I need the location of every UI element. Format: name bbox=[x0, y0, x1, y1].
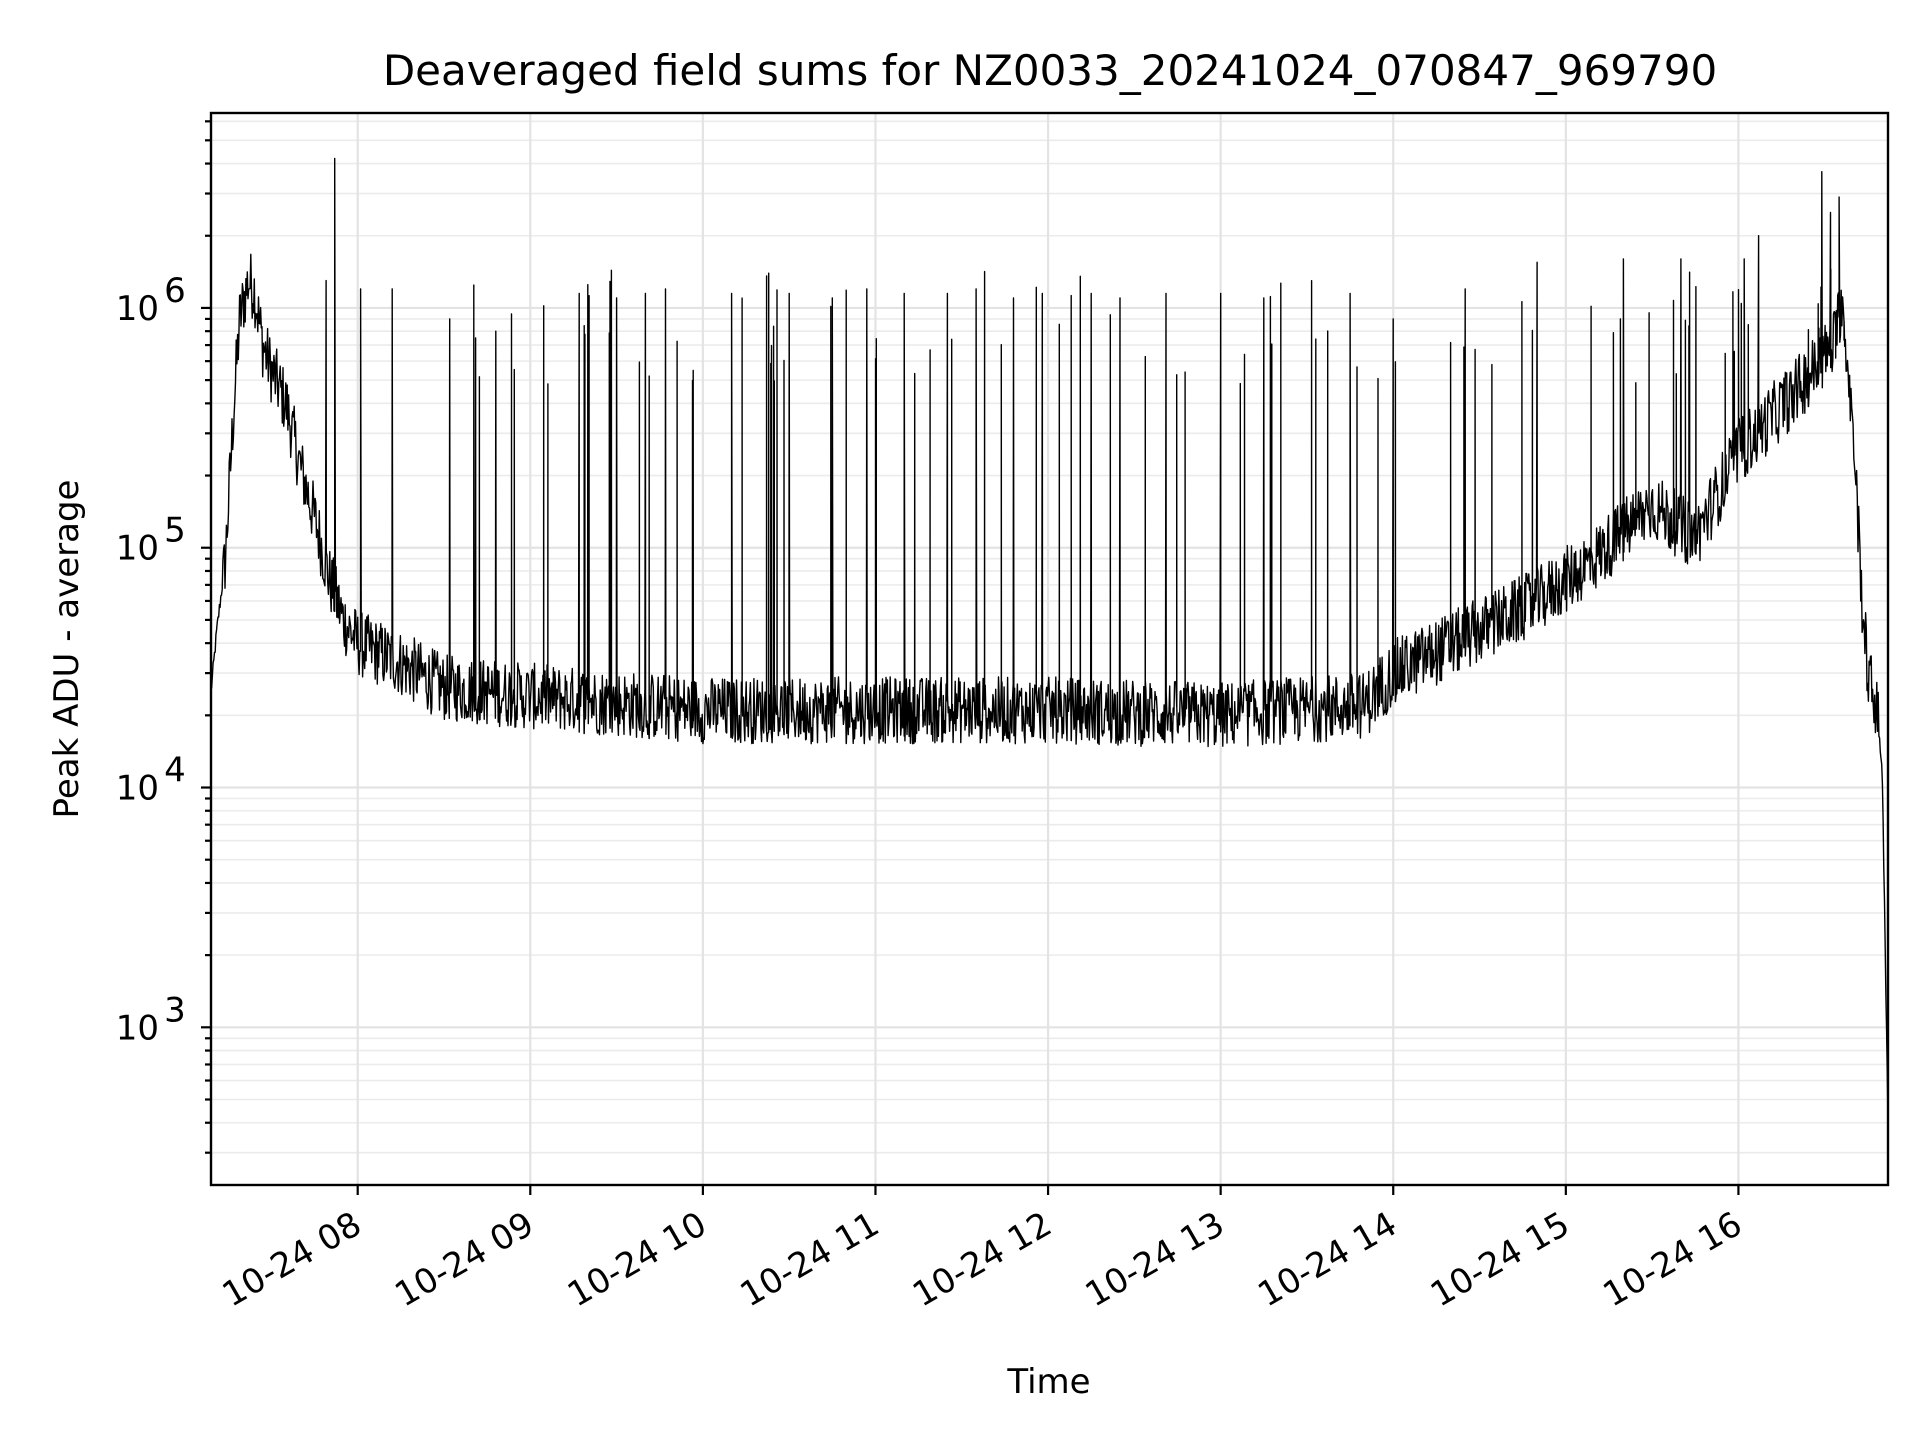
grid bbox=[211, 113, 1888, 1185]
y-tick-exponent: 4 bbox=[164, 751, 186, 791]
y-axis-label: Peak ADU - average bbox=[47, 480, 87, 819]
y-tick-label: 10 bbox=[116, 529, 159, 569]
x-axis-label: Time bbox=[1006, 1362, 1090, 1402]
series-line bbox=[210, 157, 1889, 1123]
series-layer bbox=[210, 157, 1889, 1123]
axes-frame bbox=[209, 111, 1890, 1187]
chart-title: Deaveraged field sums for NZ0033_2024102… bbox=[383, 46, 1717, 95]
y-tick-label: 10 bbox=[116, 289, 159, 329]
y-tick-exponent: 6 bbox=[164, 271, 186, 311]
y-tick-exponent: 5 bbox=[164, 511, 186, 551]
y-tick-label: 10 bbox=[116, 1008, 159, 1048]
y-tick-exponent: 3 bbox=[164, 990, 186, 1030]
y-tick-label: 10 bbox=[116, 769, 159, 809]
